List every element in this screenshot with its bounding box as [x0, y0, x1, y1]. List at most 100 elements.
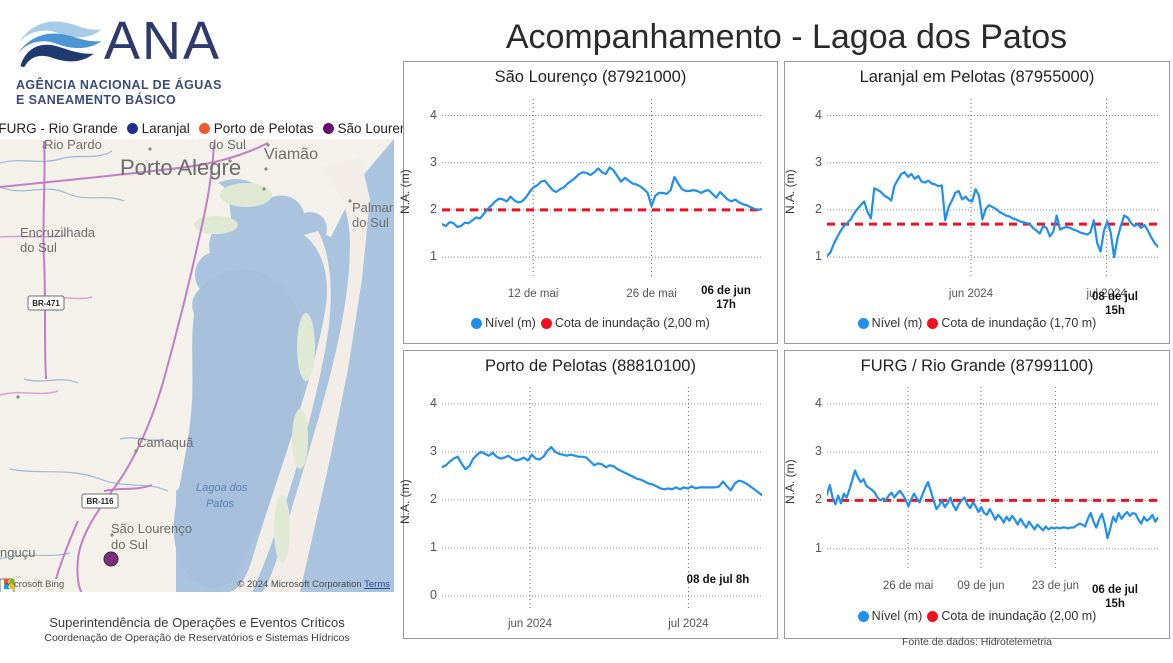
legend-dot-icon — [322, 122, 334, 134]
plot-area-porto_pelotas — [442, 387, 762, 608]
footer-coordination: Coordenação de Operação de Reservatórios… — [44, 632, 350, 644]
bing-logo: Microsoft Bing — [4, 579, 64, 590]
y-axis-tick-label: 4 — [430, 395, 437, 410]
footer-left: Superintendência de Operações e Eventos … — [0, 614, 394, 645]
ana-wave-logo-icon — [18, 21, 102, 68]
x-axis-tick-label: jun 2024 — [507, 618, 553, 630]
chart-panel-porto-de-pelotas[interactable]: Porto de Pelotas (88810100) 0 1 2 3 4 N.A. (m… — [398, 350, 778, 639]
chart-legend: Nível (m) Cota de inundação (2,00 m) — [785, 609, 1169, 623]
y-axis-tick-label: 1 — [430, 539, 437, 554]
chart-panel-laranjal[interactable]: Laranjal em Pelotas (87955000) 1 2 3 4 N.A. … — [783, 61, 1170, 344]
page-title: Acompanhamento - Lagoa dos Patos — [505, 18, 1068, 56]
map-city-label: do Sul — [20, 240, 57, 255]
legend-label: Cota de inundação (2,00 m) — [941, 609, 1097, 623]
ana-logo-block: ANA AGÊNCIA NACIONAL DE ÁGUAS E SANEAMEN… — [12, 8, 392, 108]
y-axis-label: N.A. (m) — [398, 478, 412, 524]
microsoft-logo-icon — [4, 579, 15, 590]
chart-panel-sao-lourenco[interactable]: São Lourenço (87921000) 1 2 3 4 N.A. (m) 12 d… — [398, 61, 778, 344]
legend-dot-icon — [857, 317, 869, 329]
map-city-label: Porto Alegre — [120, 155, 241, 180]
y-axis-tick-label: 4 — [815, 107, 822, 122]
chart-title-porto-de-pelotas: Porto de Pelotas (88810100) — [485, 357, 696, 375]
chart-title-laranjal: Laranjal em Pelotas (87955000) — [859, 68, 1095, 86]
level-series-line — [442, 166, 762, 229]
map-water-label: Patos — [206, 498, 235, 510]
plot-area-sao_lourenco — [442, 99, 762, 276]
y-axis-tick-label: 1 — [430, 249, 437, 264]
chart-end-date-label: 08 de jul 8h — [686, 574, 750, 586]
map-legend: FURG - Rio Grande Laranjal Porto de Pelota… — [0, 118, 422, 138]
legend-label: Cota de inundação (2,00 m) — [554, 316, 710, 330]
map-legend-label: Laranjal — [141, 120, 190, 136]
level-series-line — [827, 469, 1158, 540]
legend-dot-icon — [198, 122, 210, 134]
legend-dot-icon — [927, 610, 939, 622]
y-axis-tick-label: 3 — [815, 444, 822, 459]
legend-label: Nível (m) — [871, 316, 923, 330]
ana-subtitle: AGÊNCIA NACIONAL DE ÁGUAS E SANEAMENTO B… — [16, 78, 336, 108]
y-axis-tick-label: 1 — [815, 249, 822, 264]
plot-area-laranjal — [827, 99, 1158, 276]
station-marker-s-o-louren-o[interactable] — [103, 551, 119, 567]
map-station-markers — [103, 551, 119, 567]
chart-end-annotation: 08 de jul 15h — [1075, 290, 1155, 318]
y-axis-tick-label: 2 — [815, 201, 822, 216]
map-city-label: Camaquã — [137, 435, 194, 450]
chart-title-sao-lourenco: São Lourenço (87921000) — [494, 68, 687, 86]
chart-end-annotation: 06 de jul 15h — [1075, 583, 1155, 611]
map-legend-label: Porto de Pelotas — [213, 120, 314, 136]
x-axis-tick-label: jun 2024 — [948, 288, 994, 300]
y-axis-label: N.A. (m) — [783, 458, 797, 504]
level-series-line — [827, 171, 1158, 259]
map-terms-link[interactable]: Terms — [364, 579, 390, 590]
ana-wordmark: ANA — [104, 11, 222, 71]
data-source-note: Fonte de dados: Hidrotelemetria — [902, 636, 1052, 648]
map-city-label: Encruzilhada — [20, 225, 96, 240]
map-city-label: do Sul — [111, 537, 148, 552]
chart-legend: Nível (m) Cota de inundação (1,70 m) — [785, 316, 1169, 330]
y-axis-tick-label: 2 — [430, 491, 437, 506]
chart-title-furg-rio-grande: FURG / Rio Grande (87991100) — [860, 357, 1094, 375]
map-city-label: do Sul — [352, 215, 389, 230]
map-legend-label: São Lourenço — [337, 120, 422, 136]
map-legend-item-3: São Lourenço — [322, 120, 422, 136]
y-axis-label: N.A. (m) — [783, 168, 797, 214]
chart-end-annotation: 08 de jul 8h — [678, 573, 758, 587]
plot-area-furg — [827, 387, 1158, 568]
legend-dot-icon — [471, 317, 483, 329]
svg-text:BR-471: BR-471 — [32, 299, 60, 308]
x-axis-tick-label: 12 de mai — [507, 288, 559, 300]
map-city-label: nguçu — [0, 545, 35, 560]
level-series-line — [442, 445, 762, 497]
legend-dot-icon — [927, 317, 939, 329]
map-water-label: Lagoa dos — [196, 482, 248, 494]
y-axis-tick-label: 2 — [815, 492, 822, 507]
legend-label: Cota de inundação (1,70 m) — [941, 316, 1097, 330]
map-attribution: © 2024 Microsoft Corporation Terms — [237, 579, 390, 590]
chart-end-time-label: 15h — [1105, 305, 1125, 317]
map-legend-item-0: FURG - Rio Grande — [0, 121, 118, 136]
y-axis-tick-label: 4 — [430, 107, 437, 122]
map-panel[interactable]: Rio Pardo do Sul Porto Alegre Viamão Palmare… — [0, 139, 394, 592]
legend-dot-icon — [857, 610, 869, 622]
legend-item-level: Nível (m) — [857, 316, 923, 330]
chart-panel-furg-rio-grande[interactable]: FURG / Rio Grande (87991100) 1 2 3 4 N.A. (m… — [783, 350, 1170, 639]
y-axis-label: N.A. (m) — [398, 168, 412, 214]
map-city-label: do Sul — [209, 139, 246, 152]
legend-dot-icon — [540, 317, 552, 329]
x-axis-tick-label: 26 de mai — [882, 580, 934, 592]
y-axis-tick-label: 4 — [815, 395, 822, 410]
map-legend-item-2: Porto de Pelotas — [198, 120, 314, 136]
bing-logo-label: Microsoft Bing — [4, 579, 65, 590]
y-axis-tick-label: 1 — [815, 540, 822, 555]
footer-superintendency: Superintendência de Operações e Eventos … — [49, 615, 345, 630]
y-axis-tick-label: 3 — [430, 443, 437, 458]
legend-item-level: Nível (m) — [857, 609, 923, 623]
x-axis-tick-label: jul 2024 — [668, 618, 709, 630]
map-city-label: São Lourenço — [111, 521, 192, 536]
x-axis-tick-label: 09 de jun — [957, 580, 1005, 592]
x-axis-tick-label: jul 2024 — [1086, 288, 1127, 300]
legend-label: Nível (m) — [871, 609, 923, 623]
chart-legend: Nível (m) Cota de inundação (2,00 m) — [404, 316, 777, 330]
legend-item-flood: Cota de inundação (2,00 m) — [540, 316, 710, 330]
